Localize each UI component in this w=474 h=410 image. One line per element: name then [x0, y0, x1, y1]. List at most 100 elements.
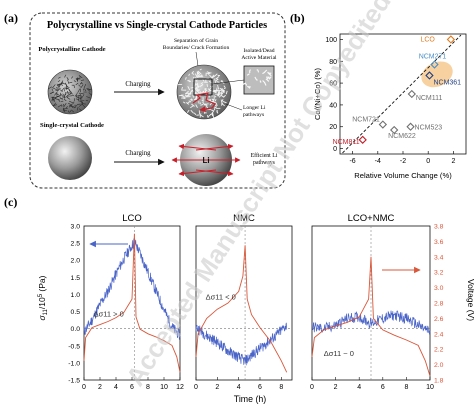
point-label-ncm361: NCM361	[433, 79, 461, 86]
panel-c-ylabel-right: Voltage (V)	[466, 279, 474, 321]
panel-a-label: (a)	[4, 11, 18, 25]
voltage-tick-label: 3.4	[434, 254, 444, 261]
voltage-tick-label: 3.6	[434, 239, 444, 246]
stress-curve	[195, 322, 288, 366]
point-ncm361	[425, 71, 434, 80]
voltage-tick-label: 2.4	[434, 331, 444, 338]
panel-b-ytick-label: 40	[329, 102, 337, 109]
panel-a-frame	[29, 12, 286, 189]
panel-b-xtick-label: -4	[375, 158, 381, 165]
point-ncm811	[358, 135, 367, 144]
panel-a-title: Polycrystalline vs Single-crystal Cathod…	[47, 20, 267, 31]
isolated-note-line2: Active Material	[241, 55, 277, 61]
xtick-label: 6	[381, 384, 385, 391]
longer-note-line1: Longer Li	[243, 105, 266, 111]
panel-a: (a) Polycrystalline vs Single-crystal Ca…	[4, 11, 286, 189]
panel-b-ytick-label: 0	[333, 146, 337, 153]
poly-cathode-label: Polycrystalline Cathode	[38, 46, 105, 53]
voltage-tick-label: 2.2	[434, 347, 444, 354]
subplot-frame	[195, 225, 293, 381]
panel-b-label: (b)	[290, 11, 305, 25]
panel-c-ylabel: σ11/105 (Pa)	[37, 275, 49, 320]
efficient-note-line1: Efficient Li	[251, 152, 278, 159]
stress-axis: -1.5 -1.0 -0.5 0.0 0.5 1.0 1.5 2.0 2.5 3.0	[68, 224, 80, 385]
panel-b-ylabel: Co/(Ni+Co) (%)	[313, 67, 322, 120]
single-crystal-particle-left	[48, 136, 92, 180]
point-label-ncm811: NCM811	[333, 139, 360, 146]
point-ncm523	[406, 122, 415, 131]
efficient-note-line2: pathways	[253, 160, 276, 166]
xtick-label: 4	[114, 384, 118, 391]
highlight-ellipse	[421, 61, 453, 88]
stress-tick-label: 3.0	[71, 224, 81, 231]
stress-tick-label: 2.0	[71, 258, 81, 265]
panel-c-label: (c)	[4, 195, 17, 209]
zoom-box	[193, 78, 213, 96]
xtick-label: 4	[237, 384, 241, 391]
li-label: Li	[202, 156, 209, 165]
point-ncm111	[407, 89, 416, 99]
inset-cracks	[242, 69, 272, 89]
subplot-title: LCO+NMC	[348, 213, 395, 224]
voltage-tick-label: 2.8	[434, 301, 444, 308]
xtick-label: 8	[279, 384, 283, 391]
xtick-label: 8	[404, 384, 408, 391]
single-cathode-label: Single-crystal Cathode	[40, 122, 104, 129]
xtick-label: 4	[357, 384, 361, 391]
point-label-ncm523: NCM523	[415, 125, 443, 132]
point-ncm721	[378, 120, 388, 129]
panel-b-xlabel: Relative Volume Change (%)	[354, 171, 452, 180]
zoom-leader	[211, 79, 245, 85]
voltage-curve	[83, 233, 181, 373]
subplot-lco: LCO 0 2 4 6 8 10 12 Δσ11 > 0	[82, 213, 184, 391]
trend-line	[342, 34, 462, 154]
xtick-label: 6	[130, 384, 134, 391]
grain-note-line2: Boundaries/ Crack Formation	[163, 45, 230, 51]
xtick-label: 8	[146, 384, 150, 391]
efficient-li-arrows	[171, 143, 241, 177]
stress-tick-label: -1.5	[68, 378, 80, 385]
longer-li-pathway	[192, 92, 216, 113]
voltage-tick-label: 3.0	[434, 285, 444, 292]
panel-b-ytick-label: 80	[329, 59, 337, 66]
point-label-ncm111: NCM111	[416, 95, 443, 102]
voltage-tick-label: 3.2	[434, 270, 444, 277]
xtick-label: 2	[98, 384, 102, 391]
voltage-tick-label: 3.8	[434, 224, 444, 231]
stress-curve	[83, 238, 181, 340]
panel-b-xtick-label: 2	[451, 158, 455, 165]
grain-note-line1: Separation of Grain	[174, 37, 218, 44]
subplots: LCO 0 2 4 6 8 10 12 Δσ11 > 0 NMC 0 2 4 6 8 Δσ11 < 0 LCO+…	[82, 213, 434, 391]
point-ncm622	[390, 125, 399, 135]
xtick-label: 0	[310, 384, 314, 391]
charging-label-bottom: Charging	[125, 150, 151, 157]
voltage-tick-label: 2.6	[434, 316, 444, 323]
xtick-label: 10	[160, 384, 168, 391]
panel-b-ytick-label: 60	[329, 81, 337, 88]
point-lco	[446, 35, 456, 44]
panel-c-xlabel: Time (h)	[234, 394, 266, 404]
longer-note-line2: pathways	[243, 112, 264, 118]
stress-tick-label: 2.5	[71, 241, 81, 248]
longer-note-pointer	[225, 103, 243, 111]
voltage-curve	[195, 245, 288, 373]
charging-label-top: Charging	[125, 81, 151, 88]
point-label-ncm271: NCM271	[419, 54, 447, 61]
stress-curve	[311, 310, 431, 335]
stress-annotation: Δσ11 ~ 0	[324, 349, 354, 358]
xtick-label: 2	[334, 384, 338, 391]
point-label-ncm622: NCM622	[388, 133, 416, 140]
subplot-lco-nmc: LCO+NMC 0 2 4 6 8 10 Δσ11 ~ 0	[310, 213, 434, 391]
voltage-tick-label: 1.8	[434, 378, 444, 385]
panel-b-ytick-label: 100	[325, 37, 337, 44]
polycrystalline-particle	[47, 69, 93, 115]
subplot-title: NMC	[233, 213, 255, 224]
xtick-label: 0	[194, 384, 198, 391]
stress-tick-label: 1.5	[71, 275, 81, 282]
stress-annotation: Δσ11 > 0	[94, 310, 124, 319]
voltage-curve	[311, 256, 431, 377]
